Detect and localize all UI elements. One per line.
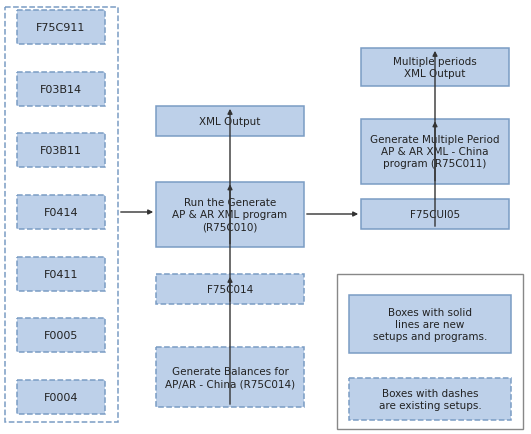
Text: Run the Generate
AP & AR XML program
(R75C010): Run the Generate AP & AR XML program (R7… — [173, 197, 288, 232]
Bar — [349, 295, 511, 353]
Bar — [5, 8, 118, 422]
Text: F75CUI05: F75CUI05 — [410, 210, 460, 220]
Text: F03B14: F03B14 — [40, 85, 82, 95]
Bar — [17, 72, 105, 106]
Bar — [361, 119, 509, 184]
Text: XML Output: XML Output — [199, 117, 261, 127]
Text: Boxes with solid
lines are new
setups and programs.: Boxes with solid lines are new setups an… — [373, 307, 487, 342]
Text: F75C014: F75C014 — [207, 284, 253, 294]
Bar — [17, 257, 105, 291]
Bar — [156, 347, 304, 407]
Text: F03B11: F03B11 — [40, 146, 82, 156]
Bar — [361, 49, 509, 87]
Text: F0005: F0005 — [44, 331, 78, 341]
Bar — [17, 134, 105, 168]
Text: Generate Multiple Period
AP & AR XML - China
program (R75C011): Generate Multiple Period AP & AR XML - C… — [370, 134, 500, 169]
Bar — [17, 196, 105, 230]
Bar — [17, 380, 105, 414]
Bar — [17, 11, 105, 45]
Text: F0411: F0411 — [44, 269, 78, 279]
Text: F0414: F0414 — [44, 207, 78, 217]
Bar — [361, 200, 509, 230]
Bar — [17, 319, 105, 352]
Bar — [156, 274, 304, 304]
Bar — [156, 182, 304, 247]
Text: F0004: F0004 — [44, 392, 78, 402]
Text: Multiple periods
XML Output: Multiple periods XML Output — [393, 57, 477, 79]
Bar — [349, 378, 511, 420]
Text: F75C911: F75C911 — [36, 23, 85, 33]
Text: Generate Balances for
AP/AR - China (R75C014): Generate Balances for AP/AR - China (R75… — [165, 366, 295, 388]
Text: Boxes with dashes
are existing setups.: Boxes with dashes are existing setups. — [379, 388, 482, 410]
Bar — [337, 274, 523, 429]
Bar — [156, 107, 304, 137]
